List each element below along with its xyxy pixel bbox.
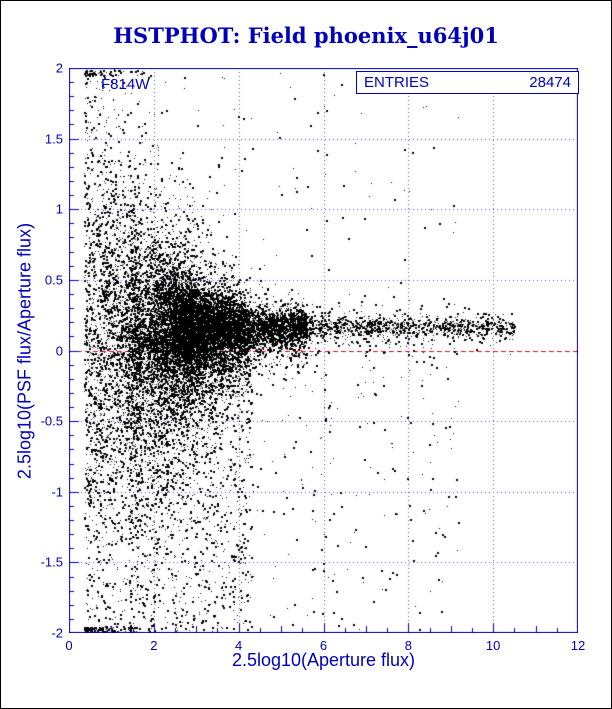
x-tick-label: 8 bbox=[404, 638, 412, 653]
stats-entries-label: ENTRIES bbox=[364, 74, 430, 91]
y-tick-label: 0.5 bbox=[44, 272, 63, 288]
y-tick-label: -1.5 bbox=[40, 554, 63, 570]
x-axis-label: 2.5log10(Aperture flux) bbox=[231, 650, 416, 670]
y-tick-label: -1 bbox=[51, 484, 63, 500]
stats-entries-value: 28474 bbox=[529, 74, 571, 91]
y-tick-label: -2 bbox=[51, 625, 63, 641]
y-tick-label: 1.5 bbox=[44, 131, 63, 147]
x-tick-label: 6 bbox=[319, 638, 328, 653]
chart-title: HSTPHOT: Field phoenix_u64j01 bbox=[113, 23, 499, 48]
x-tick-label: 4 bbox=[235, 638, 243, 653]
dataset-label: F814W bbox=[101, 76, 150, 93]
stats-box: ENTRIES 28474 bbox=[356, 71, 579, 94]
y-tick-label: 0 bbox=[55, 343, 63, 358]
y-axis-label: 2.5log10(PSF flux/Aperture flux) bbox=[14, 222, 35, 480]
x-tick-label: 0 bbox=[65, 638, 73, 653]
x-tick-label: 10 bbox=[485, 638, 501, 653]
y-tick-label: -0.5 bbox=[40, 413, 63, 429]
scatter-plot-canvas bbox=[69, 68, 578, 633]
y-tick-label: 2 bbox=[55, 60, 63, 76]
x-tick-label: 12 bbox=[570, 638, 586, 653]
y-tick-label: 1 bbox=[55, 201, 63, 217]
x-tick-label: 2 bbox=[150, 638, 158, 653]
